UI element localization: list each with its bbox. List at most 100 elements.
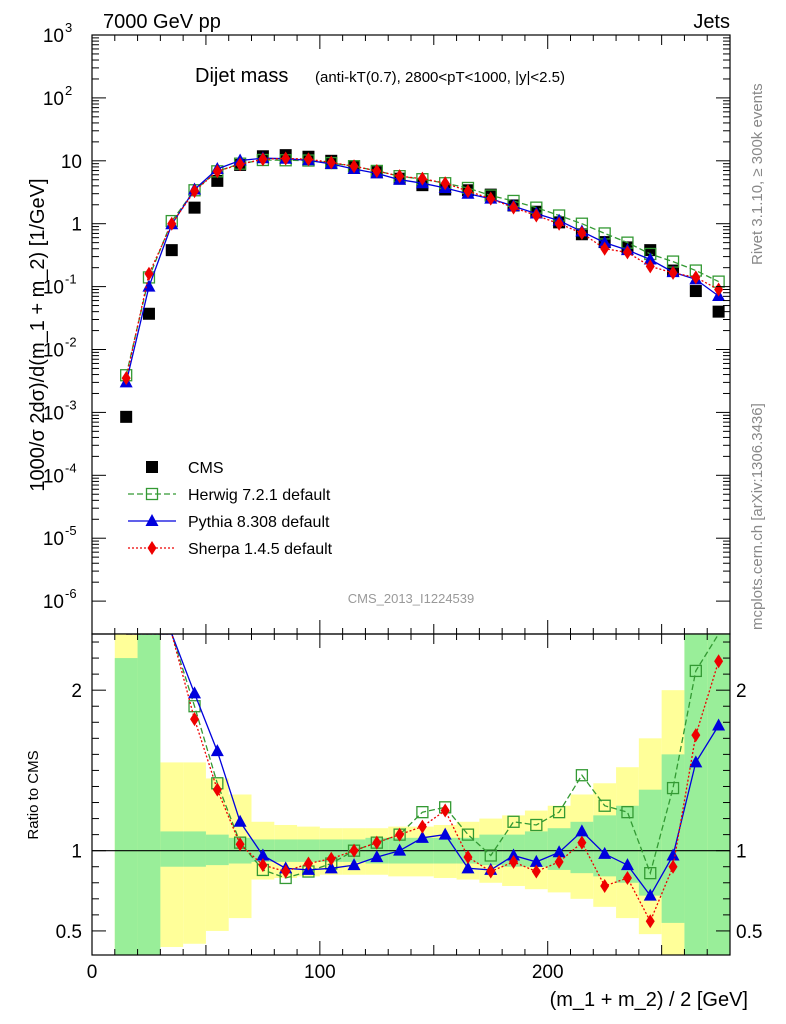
y-tick-label: 10: [43, 529, 64, 550]
ratio-panel: 0.5 0.5 1 1 2 2 0 100 200 Ratio to CMS: [25, 633, 762, 983]
y-tick-label: 10: [43, 89, 64, 110]
header-right: Jets: [693, 11, 730, 33]
ratio-point-3: [235, 837, 245, 852]
ratio-point-2: [324, 861, 338, 874]
y-tick-label: 10: [43, 592, 64, 613]
main-point-3: [554, 216, 564, 231]
ratio-point-2: [210, 744, 224, 757]
ratio-point-2: [370, 850, 384, 863]
ratio-point-3: [395, 827, 405, 842]
ratio-point-1: [484, 849, 497, 862]
y-tick-label: 10: [43, 403, 64, 424]
ratio-point-3: [622, 870, 632, 885]
legend-marker: [147, 541, 157, 555]
ratio-point-2: [461, 861, 475, 874]
ratio-point-3: [531, 864, 541, 879]
legend-marker: [145, 487, 159, 501]
ratio-point-2: [438, 827, 452, 840]
legend-label: Herwig 7.2.1 default: [188, 487, 331, 504]
main-point-0: [211, 174, 224, 187]
y-tick-label: 10: [43, 341, 64, 362]
main-point-0: [689, 285, 702, 298]
ratio-point-1: [666, 781, 680, 795]
ratio-point-3: [303, 856, 313, 871]
y-tick-exponent: -3: [65, 397, 77, 412]
main-point-0: [142, 307, 155, 320]
ratio-point-2: [643, 888, 657, 901]
ratio-point-2: [620, 858, 634, 871]
band-inner: [684, 634, 708, 955]
ratio-point-1: [598, 799, 611, 812]
ratio-point-2: [529, 854, 543, 867]
side-top-text: Rivet 3.1.10, ≥ 300k events: [749, 83, 766, 265]
ratio-point-2: [552, 845, 566, 858]
main-point-3: [486, 191, 496, 206]
ratio-point-1: [621, 806, 634, 819]
ratio-point-3: [486, 864, 496, 879]
y-tick-exponent: -2: [65, 335, 77, 350]
main-point-3: [190, 184, 200, 199]
ratio-point-3: [691, 728, 701, 743]
ratio-point-3: [463, 850, 473, 865]
ratio-point-1: [461, 828, 475, 841]
ratio-point-1: [507, 815, 520, 828]
ratio-point-2: [689, 755, 703, 768]
main-point-3: [440, 176, 450, 191]
band-inner: [114, 658, 138, 955]
ratio-tick-label: 1: [71, 842, 82, 863]
ratio-point-2: [393, 843, 407, 856]
ratio-point-2: [256, 848, 270, 861]
ratio-tick-label-right: 0.5: [736, 922, 762, 943]
band-inner: [205, 834, 229, 866]
ratio-point-3: [577, 835, 587, 850]
ratio-point-3: [509, 854, 519, 869]
ratio-point-3: [440, 803, 450, 818]
band-inner: [593, 815, 617, 877]
ratio-tick-label: 0.5: [56, 922, 82, 943]
x-tick-label: 100: [304, 962, 336, 983]
ratio-point-3: [326, 851, 336, 866]
ratio-point-3: [212, 782, 222, 797]
main-point-0: [165, 244, 178, 257]
main-point-2: [643, 252, 657, 265]
band-inner: [183, 831, 206, 867]
main-point-0: [120, 410, 133, 423]
y-tick-exponent: -4: [65, 460, 77, 475]
main-point-3: [691, 270, 701, 285]
band-inner: [661, 754, 685, 923]
chart-subtitle: (anti-kT(0.7), 2800<pT<1000, |y|<2.5): [315, 69, 565, 86]
main-point-3: [417, 171, 427, 186]
ratio-point-2: [575, 824, 589, 837]
legend-marker: [145, 514, 159, 526]
y-tick-label: 10: [43, 466, 64, 487]
main-point-3: [235, 157, 245, 172]
x-tick-label: 0: [87, 962, 98, 983]
ratio-point-1: [575, 769, 589, 782]
ratio-point-2: [347, 858, 361, 871]
main-point-3: [121, 371, 131, 386]
main-point-3: [167, 216, 177, 231]
main-point-3: [645, 259, 655, 274]
main-point-3: [303, 152, 313, 167]
band-inner: [616, 805, 639, 883]
main-point-3: [668, 265, 678, 280]
main-point-3: [144, 266, 154, 281]
ratio-point-2: [712, 718, 726, 731]
main-point-3: [463, 184, 473, 199]
band-inner: [524, 831, 548, 867]
y-tick-exponent: 3: [65, 20, 72, 35]
ratio-tick-label-right: 1: [736, 842, 747, 863]
main-point-3: [531, 208, 541, 223]
main-point-3: [714, 282, 724, 297]
band-inner: [707, 634, 730, 955]
watermark: CMS_2013_I1224539: [348, 591, 475, 606]
series-line-1: [125, 159, 719, 376]
ratio-point-3: [714, 654, 724, 669]
ratio-tick-label: 2: [71, 681, 82, 702]
main-point-3: [509, 200, 519, 215]
ratio-point-2: [188, 686, 202, 699]
main-point-3: [326, 155, 336, 170]
legend-label: Pythia 8.308 default: [188, 514, 330, 531]
ratio-point-3: [190, 712, 200, 727]
main-point-3: [349, 159, 359, 174]
